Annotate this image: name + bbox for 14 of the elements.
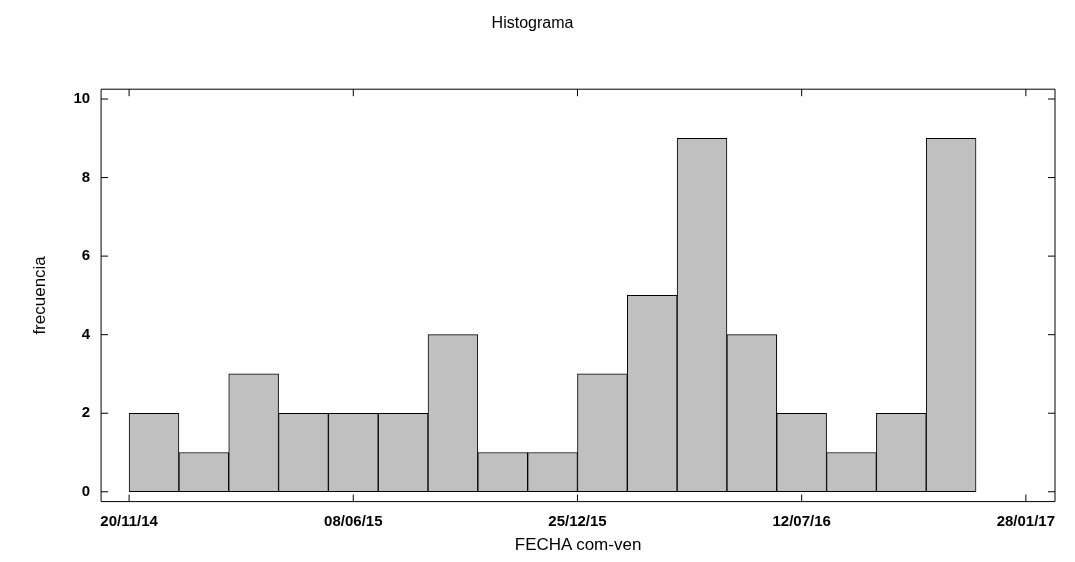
y-axis-title: frecuencia	[29, 255, 49, 335]
x-tick-label: 12/07/16	[772, 511, 831, 529]
y-tick-label: 0	[81, 481, 91, 499]
y-tick-label: 4	[81, 324, 91, 342]
x-tick-label: 28/01/17	[996, 511, 1056, 529]
x-tick-label: 25/12/15	[548, 511, 607, 529]
x-axis-title: FECHA com-ven	[514, 535, 642, 555]
y-tick-label: 2	[81, 403, 91, 421]
y-tick-label: 6	[81, 246, 91, 264]
x-tick-label: 20/11/14	[100, 511, 159, 529]
chart-title: Histograma	[491, 14, 574, 32]
y-tick-label: 8	[81, 167, 91, 185]
x-tick-label: 08/06/15	[324, 511, 383, 529]
y-tick-label: 10	[73, 89, 91, 107]
